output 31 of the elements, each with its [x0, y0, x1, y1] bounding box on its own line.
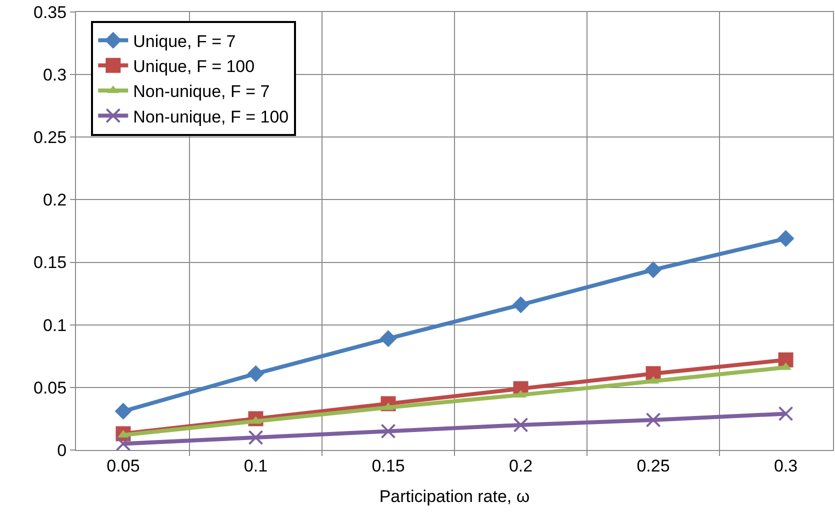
legend-label: Non-unique, F = 7: [133, 82, 270, 102]
legend-label: Unique, F = 100: [133, 57, 255, 76]
point: [116, 436, 131, 450]
point: [646, 412, 661, 428]
point: [380, 424, 396, 439]
x-tick-label: 0.3: [774, 456, 798, 476]
point: [114, 402, 132, 420]
y-tick-label: 0.15: [34, 253, 67, 272]
y-tick-label: 0.35: [34, 2, 67, 22]
point: [512, 296, 530, 314]
x-tick-label: 0.2: [508, 456, 533, 476]
y-tick-label: 0: [57, 440, 67, 460]
y-tick-label: 0.3: [42, 66, 67, 85]
x-axis-title: Participation rate, ω: [379, 486, 530, 506]
x-tick-label: 0.1: [244, 456, 268, 476]
point: [248, 430, 264, 445]
legend-label: Unique, F = 7: [133, 32, 236, 51]
y-tick-label: 0.1: [42, 316, 67, 335]
x-tick-label: 0.15: [372, 456, 405, 476]
y-tick-label: 0.05: [34, 378, 67, 398]
point: [247, 365, 264, 382]
point: [644, 261, 662, 278]
y-tick-label: 0.2: [42, 190, 67, 210]
legend-label: Non-unique, F = 100: [133, 107, 289, 126]
point: [380, 330, 397, 348]
y-tick-label: 0.25: [34, 128, 67, 148]
point: [778, 406, 794, 422]
x-tick-label: 0.05: [106, 456, 140, 476]
point: [777, 230, 794, 247]
x-tick-label: 0.25: [636, 456, 670, 476]
point: [513, 417, 528, 432]
